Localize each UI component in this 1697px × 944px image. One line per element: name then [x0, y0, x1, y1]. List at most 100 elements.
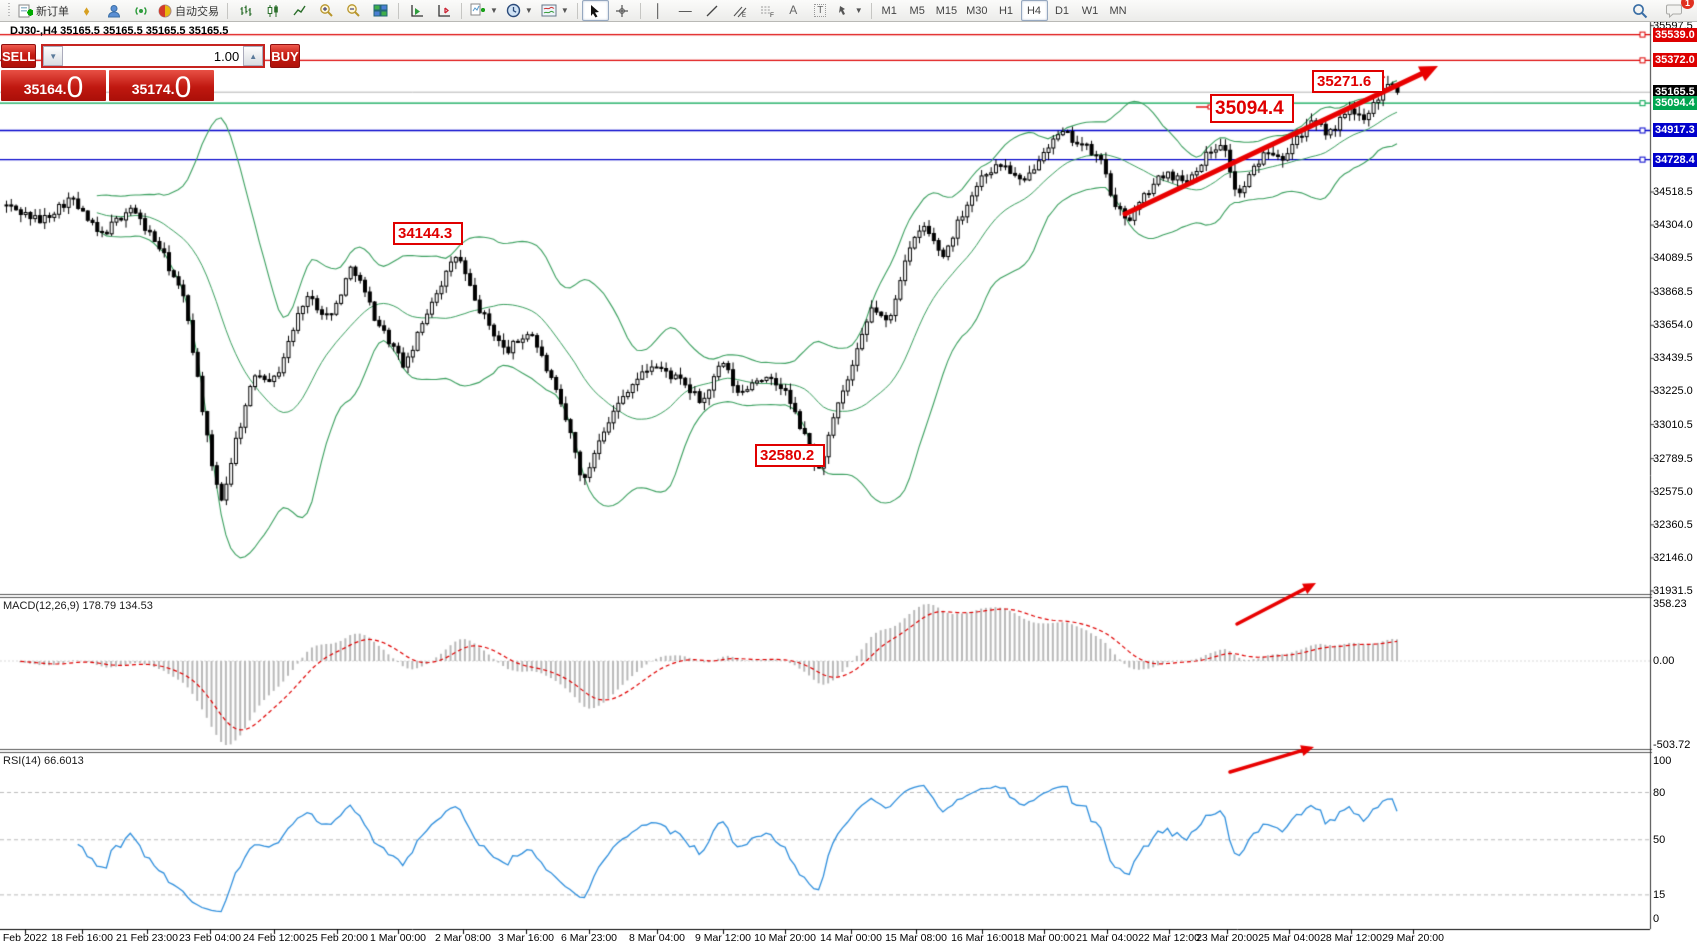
timeframe-M30[interactable]: M30 — [962, 0, 991, 21]
volume-decrease-button[interactable]: ▼ — [43, 46, 64, 66]
price-tick-label: 34089.5 — [1653, 252, 1693, 265]
bar-chart-button[interactable] — [232, 0, 259, 21]
main-toolbar: 新订单 ⬧ 自动交易 — [0, 0, 1697, 22]
timeframe-label: MN — [1109, 4, 1127, 17]
sell-price[interactable]: 35164. 0 — [1, 70, 106, 103]
line-chart-button[interactable] — [286, 0, 313, 21]
timeframe-M1[interactable]: M1 — [876, 0, 903, 21]
profile-icon — [107, 4, 121, 18]
time-tick-label: 8 Mar 04:00 — [628, 932, 686, 944]
time-tick-label: 9 Mar 12:00 — [694, 932, 752, 944]
text-label-button[interactable]: T — [807, 0, 834, 21]
rsi-tick-label: 80 — [1653, 786, 1666, 799]
notification-badge: 1 — [1681, 0, 1694, 9]
timeframe-M15[interactable]: M15 — [932, 0, 961, 21]
timeframe-H4[interactable]: H4 — [1020, 0, 1048, 21]
buy-button[interactable]: BUY — [270, 44, 300, 68]
price-tick-label: 32789.5 — [1653, 452, 1693, 465]
equidistant-channel-button[interactable]: E — [726, 0, 753, 21]
zoom-out-button[interactable] — [340, 0, 367, 21]
time-tick-label: Feb 2022 — [2, 932, 48, 944]
timeframe-label: W1 — [1081, 4, 1099, 17]
price-callout: 34144.3 — [393, 222, 463, 245]
toolbar-separator — [576, 2, 578, 19]
price-tick-label: 33868.5 — [1653, 286, 1693, 299]
line-chart-icon — [292, 4, 307, 18]
zoom-in-button[interactable] — [313, 0, 340, 21]
price-tick-label: 31931.5 — [1653, 584, 1693, 597]
timeframe-label: D1 — [1054, 4, 1070, 17]
autotrade-label: 自动交易 — [175, 5, 219, 18]
chart-title: DJ30-,H4 35165.5 35165.5 35165.5 35165.5 — [10, 25, 229, 37]
gold-cube-icon: ⬧ — [83, 3, 90, 18]
price-level-label: 34728.4 — [1653, 152, 1697, 167]
volume-input[interactable] — [63, 46, 244, 66]
buy-price-big-digit: 0 — [174, 71, 192, 104]
zoom-out-icon — [346, 3, 361, 18]
price-level-label: 35094.4 — [1653, 96, 1697, 111]
tile-windows-button[interactable] — [367, 0, 394, 21]
toolbar-grip[interactable] — [6, 3, 11, 18]
cursor-button[interactable] — [581, 0, 609, 21]
timeframe-D1[interactable]: D1 — [1049, 0, 1076, 21]
search-button[interactable] — [1626, 0, 1653, 21]
notifications-button[interactable]: 1 — [1661, 0, 1694, 21]
time-tick-label: 24 Feb 12:00 — [243, 932, 305, 944]
chart-shift-button[interactable] — [430, 0, 457, 21]
timeframe-W1[interactable]: W1 — [1077, 0, 1104, 21]
text-button[interactable]: A — [780, 0, 807, 21]
buy-price[interactable]: 35174. 0 — [109, 70, 214, 104]
dropdown-caret-icon: ▼ — [560, 6, 569, 15]
indicators-button[interactable]: ▼ — [466, 0, 502, 21]
arrows-icon — [838, 4, 851, 17]
sell-price-main: 35164. — [23, 81, 67, 97]
rsi-tick-label: 15 — [1653, 888, 1666, 901]
time-tick-label: 28 Mar 12:00 — [1320, 932, 1382, 944]
candlestick-chart-button[interactable] — [259, 0, 286, 21]
price-callout: 32580.2 — [755, 444, 825, 467]
time-tick-label: 23 Mar 20:00 — [1196, 932, 1258, 944]
sell-button[interactable]: SELL — [1, 44, 37, 68]
periods-button[interactable]: ▼ — [502, 0, 537, 21]
dropdown-caret-icon: ▼ — [490, 6, 498, 15]
timeframe-H1[interactable]: H1 — [993, 0, 1020, 21]
clock-icon — [506, 3, 521, 18]
rsi-tick-label: 50 — [1653, 833, 1666, 846]
text-label-icon: T — [814, 4, 827, 17]
time-tick-label: 25 Mar 04:00 — [1258, 932, 1320, 944]
templates-button[interactable]: ▼ — [537, 0, 573, 21]
price-tick-label: 33439.5 — [1653, 352, 1693, 365]
price-level-label: 35539.0 — [1653, 27, 1697, 42]
auto-scroll-button[interactable] — [403, 0, 430, 21]
signals-button[interactable] — [127, 0, 154, 21]
market-watch-button[interactable]: ⬧ — [73, 0, 100, 21]
autotrade-button[interactable]: 自动交易 — [154, 0, 223, 21]
horizontal-line-button[interactable]: — — [672, 0, 699, 21]
svg-text:E: E — [742, 13, 746, 18]
dropdown-caret-icon: ▼ — [524, 6, 533, 15]
timeframe-toolbar: M1 M5 M15 M30 H1 H4 D1 W1 MN — [876, 0, 1132, 21]
time-tick-label: 15 Mar 08:00 — [885, 932, 947, 944]
one-click-trading-panel: SELL ▼ ▲ BUY 35164.0 35174.0 — [1, 44, 300, 104]
trendline-button[interactable] — [699, 0, 726, 21]
volume-increase-button[interactable]: ▲ — [243, 46, 264, 66]
crosshair-button[interactable] — [609, 0, 636, 21]
macd-tick-label: 0.00 — [1653, 655, 1675, 667]
toolbar-separator — [461, 2, 462, 19]
vertical-line-button[interactable]: │ — [645, 0, 672, 21]
toolbar-separator — [398, 2, 399, 19]
price-tick-label: 32360.5 — [1653, 518, 1693, 531]
time-tick-label: 18 Feb 16:00 — [51, 932, 113, 944]
timeframe-M5[interactable]: M5 — [904, 0, 931, 21]
profile-button[interactable] — [100, 0, 127, 21]
tile-windows-icon — [373, 4, 388, 18]
arrows-button[interactable]: ▼ — [834, 0, 867, 21]
price-tick-label: 32146.0 — [1653, 551, 1693, 564]
volume-stepper: ▼ ▲ — [41, 44, 266, 68]
toolbar-right-group: 1 — [1626, 0, 1694, 21]
fibonacci-button[interactable]: F — [753, 0, 780, 21]
timeframe-label: M30 — [966, 4, 988, 17]
new-order-button[interactable]: 新订单 — [14, 0, 73, 21]
timeframe-MN[interactable]: MN — [1105, 0, 1132, 21]
